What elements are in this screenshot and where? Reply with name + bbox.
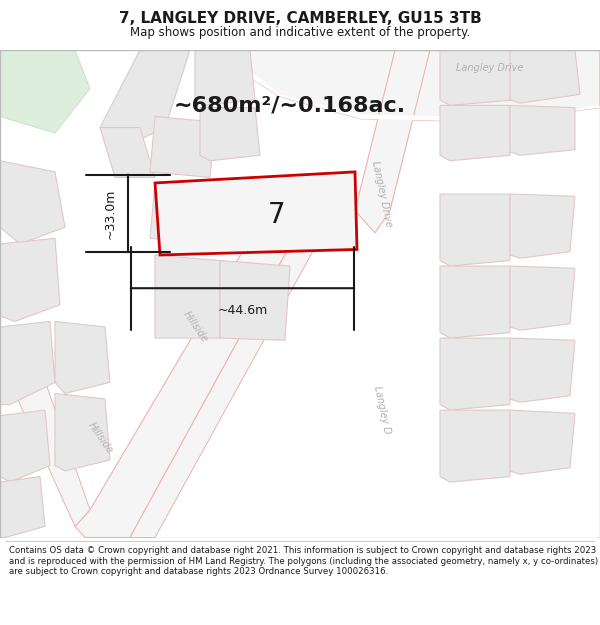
Text: Contains OS data © Crown copyright and database right 2021. This information is : Contains OS data © Crown copyright and d… (9, 546, 598, 576)
Polygon shape (100, 127, 155, 177)
Polygon shape (510, 106, 575, 155)
Polygon shape (100, 50, 190, 144)
Polygon shape (75, 205, 300, 538)
Polygon shape (440, 50, 515, 106)
Polygon shape (0, 161, 65, 244)
Polygon shape (195, 50, 255, 106)
Text: Langley Drive: Langley Drive (457, 62, 524, 72)
Polygon shape (510, 50, 580, 103)
Text: ~680m²/~0.168ac.: ~680m²/~0.168ac. (174, 96, 406, 116)
Polygon shape (130, 228, 320, 538)
Polygon shape (0, 338, 90, 526)
Polygon shape (0, 238, 60, 321)
Text: Hillside: Hillside (86, 420, 115, 455)
Polygon shape (150, 116, 215, 178)
Polygon shape (440, 266, 510, 338)
Polygon shape (510, 338, 575, 402)
Polygon shape (55, 321, 110, 394)
Polygon shape (0, 50, 90, 133)
Polygon shape (440, 106, 510, 161)
Polygon shape (220, 261, 290, 340)
Polygon shape (230, 50, 600, 122)
Text: Map shows position and indicative extent of the property.: Map shows position and indicative extent… (130, 26, 470, 39)
Text: Hillside: Hillside (181, 309, 209, 344)
Text: Langley D: Langley D (372, 385, 392, 435)
Polygon shape (155, 255, 220, 338)
Polygon shape (440, 194, 510, 266)
Polygon shape (55, 394, 110, 471)
Text: ~44.6m: ~44.6m (217, 304, 268, 317)
Polygon shape (510, 266, 575, 330)
Polygon shape (510, 410, 575, 474)
Polygon shape (0, 321, 55, 404)
Text: ~33.0m: ~33.0m (104, 188, 116, 239)
Polygon shape (440, 410, 510, 482)
Polygon shape (0, 476, 45, 538)
Polygon shape (510, 194, 575, 258)
Polygon shape (440, 338, 510, 410)
Text: 7: 7 (268, 201, 286, 229)
Polygon shape (250, 74, 600, 122)
Polygon shape (355, 50, 430, 232)
Polygon shape (200, 107, 260, 161)
Polygon shape (0, 410, 50, 482)
Text: 7, LANGLEY DRIVE, CAMBERLEY, GU15 3TB: 7, LANGLEY DRIVE, CAMBERLEY, GU15 3TB (119, 11, 481, 26)
Polygon shape (155, 172, 357, 255)
Text: Langley Drive: Langley Drive (370, 160, 394, 228)
Polygon shape (150, 183, 215, 244)
